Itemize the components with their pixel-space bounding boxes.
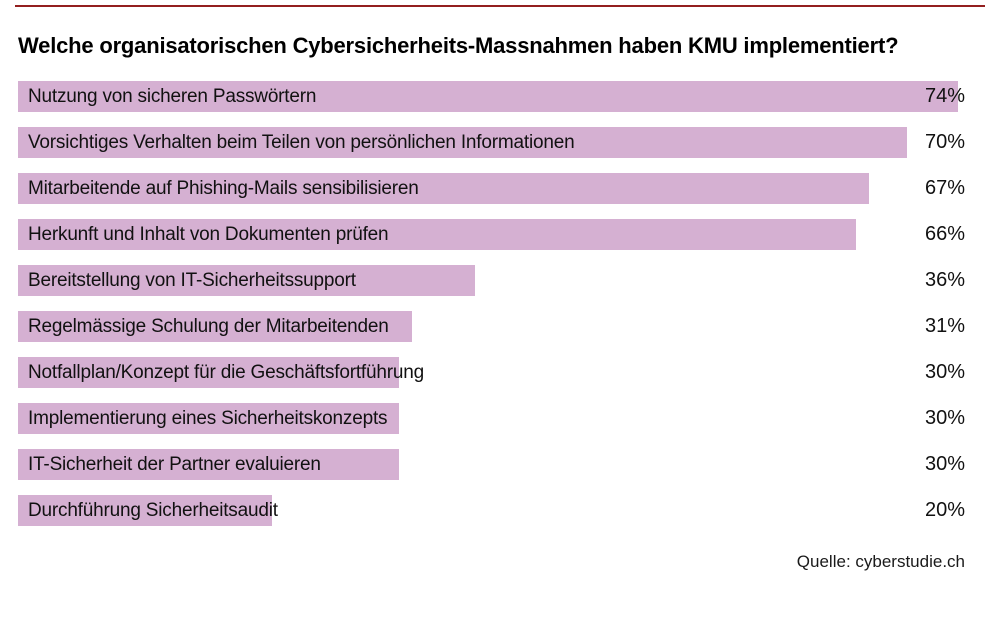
bar-value: 30% — [924, 361, 965, 383]
bar-value: 31% — [924, 315, 965, 337]
bar-row: Implementierung eines Sicherheitskonzept… — [18, 403, 965, 434]
bar-value: 30% — [924, 453, 965, 475]
bar-fill — [18, 81, 958, 112]
bar-fill — [18, 311, 412, 342]
bar-fill — [18, 495, 272, 526]
bar-row: Durchführung Sicherheitsaudit 20% — [18, 495, 965, 526]
bar-fill — [18, 173, 869, 204]
bar-label: Nutzung von sicheren Passwörtern — [28, 86, 317, 107]
bar-label: Bereitstellung von IT-Sicherheitssupport — [28, 270, 356, 291]
bar-value: 67% — [924, 177, 965, 199]
page-title: Welche organisatorischen Cybersicherheit… — [18, 33, 899, 58]
bar-label: Implementierung eines Sicherheitskonzept… — [28, 408, 388, 429]
bar-chart: Nutzung von sicheren Passwörtern 74% Vor… — [18, 81, 965, 526]
bar-value: 36% — [924, 269, 965, 291]
bar-row: Regelmässige Schulung der Mitarbeitenden… — [18, 311, 965, 342]
bar-row: Herkunft und Inhalt von Dokumenten prüfe… — [18, 219, 965, 250]
top-rule-divider — [15, 5, 985, 7]
bar-label: Notfallplan/Konzept für die Geschäftsfor… — [28, 362, 424, 383]
bar-row: Notfallplan/Konzept für die Geschäftsfor… — [18, 357, 965, 388]
bar-row: Mitarbeitende auf Phishing-Mails sensibi… — [18, 173, 965, 204]
source-caption: Quelle: cyberstudie.ch — [796, 552, 965, 571]
bar-label: IT-Sicherheit der Partner evaluieren — [28, 454, 321, 475]
bar-value: 70% — [924, 131, 965, 153]
bar-fill — [18, 219, 857, 250]
bar-fill — [18, 449, 399, 480]
bar-fill — [18, 403, 399, 434]
bar-row: IT-Sicherheit der Partner evaluieren 30% — [18, 449, 965, 480]
bar-value: 74% — [924, 85, 965, 107]
bar-label: Mitarbeitende auf Phishing-Mails sensibi… — [28, 178, 419, 199]
bar-row: Nutzung von sicheren Passwörtern 74% — [18, 81, 965, 112]
bar-fill — [18, 127, 907, 158]
bar-row: Bereitstellung von IT-Sicherheitssupport… — [18, 265, 965, 296]
bar-label: Vorsichtiges Verhalten beim Teilen von p… — [28, 132, 575, 153]
bar-label: Regelmässige Schulung der Mitarbeitenden — [28, 316, 389, 337]
bar-label: Herkunft und Inhalt von Dokumenten prüfe… — [28, 224, 389, 245]
bar-value: 30% — [924, 407, 965, 429]
bar-value: 66% — [924, 223, 965, 245]
bar-fill — [18, 265, 476, 296]
bar-row: Vorsichtiges Verhalten beim Teilen von p… — [18, 127, 965, 158]
bar-fill — [18, 357, 399, 388]
bar-label: Durchführung Sicherheitsaudit — [28, 500, 278, 521]
bar-value: 20% — [924, 499, 965, 521]
